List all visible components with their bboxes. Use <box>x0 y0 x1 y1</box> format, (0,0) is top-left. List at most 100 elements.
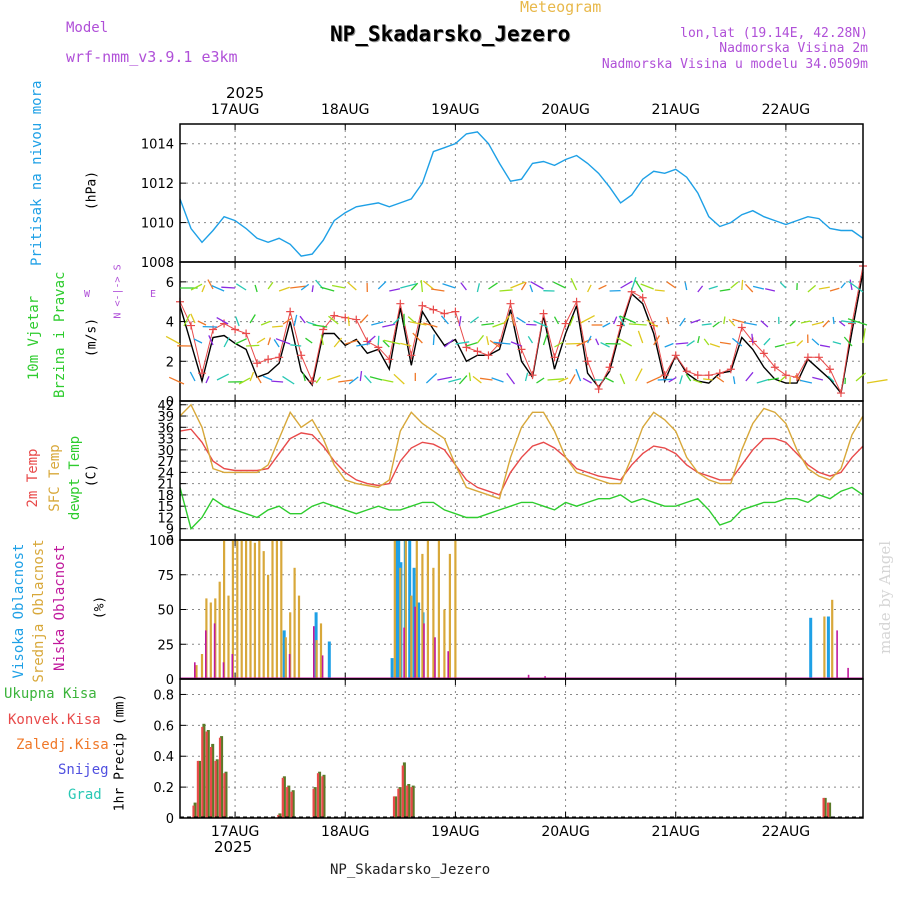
date-label-bottom-4: 21AUG <box>651 824 700 840</box>
cloud-ytick-label-2: 50 <box>157 604 174 619</box>
wind-vector-220 <box>524 372 529 382</box>
temp-ytick-label-1: 9 <box>166 523 174 538</box>
wind-vector-79 <box>359 314 369 324</box>
wind-vector-122 <box>832 316 835 325</box>
wind-vector-208 <box>382 379 394 383</box>
precip-bar-1-11 <box>290 791 293 818</box>
cloud-bar-0-13 <box>809 617 813 679</box>
pressure-ytick-label-2: 1012 <box>141 177 174 192</box>
precip-bar-0-21 <box>828 802 832 818</box>
wind-vector-89 <box>470 316 479 324</box>
wind-vector-20 <box>400 283 417 289</box>
cloud-bar-2-2 <box>213 623 216 679</box>
wind-gust-marker-37 <box>583 357 592 366</box>
wind-vector-21 <box>410 282 419 291</box>
wind-vector-147 <box>400 342 412 347</box>
wind-gust-marker-26 <box>462 343 471 352</box>
wind-vector-137 <box>290 344 302 347</box>
temp-ytick-label-9: 33 <box>157 433 174 448</box>
wind-vector-159 <box>542 333 548 346</box>
precip-bar-0-11 <box>291 790 295 818</box>
wind-vector-172 <box>686 340 695 347</box>
wind-vector-188 <box>862 328 866 344</box>
wind-vector-219 <box>506 372 516 385</box>
wind-vector-205 <box>359 371 363 382</box>
wind-vector-11 <box>300 283 310 291</box>
precip-bar-1-17 <box>401 765 404 818</box>
precip-legend-hail: Grad <box>68 787 102 803</box>
wind-vector-93 <box>510 314 516 327</box>
wind-vector-237 <box>703 378 713 381</box>
wind-vector-77 <box>328 315 339 325</box>
wind-gust-marker-45 <box>671 351 680 360</box>
cloud-bar-1-9 <box>236 540 239 679</box>
pressure-ytick-label-0: 1008 <box>141 256 174 271</box>
model-name: wrf-nmm_v3.9.1 e3km <box>66 48 238 66</box>
wind-vector-71 <box>272 325 283 328</box>
wind-vector-92 <box>502 315 510 325</box>
precip-bar-1-20 <box>822 797 825 818</box>
wind-gust-marker-1 <box>187 321 196 330</box>
precip-legend-total: Ukupna Kisa <box>4 686 97 702</box>
pressure-frame <box>179 123 864 263</box>
wind-ytick-label-3: 6 <box>166 276 174 291</box>
wind-vector-165 <box>600 342 610 348</box>
wind-gust-marker-16 <box>352 315 361 324</box>
wind-gust-marker-33 <box>539 309 548 318</box>
wind-vector-203 <box>338 379 353 383</box>
wind-vector-167 <box>616 337 633 347</box>
cloud-bar-1-36 <box>448 553 451 679</box>
wind-vector-90 <box>481 322 494 326</box>
wind-vector-43 <box>640 283 654 290</box>
wind-vector-179 <box>763 337 771 346</box>
wind-vector-149 <box>432 334 435 346</box>
wind-series-1 <box>179 265 864 395</box>
cloud-bar-1-15 <box>262 551 265 679</box>
wind-vector-86 <box>423 322 438 328</box>
wind-vector-108 <box>679 317 686 327</box>
wind-vector-173 <box>697 335 700 344</box>
wind-gust-marker-50 <box>726 365 735 374</box>
cloud-bar-1-1 <box>200 654 204 679</box>
cloud-bar-0-14 <box>826 616 830 679</box>
wind-vector-190 <box>189 371 196 382</box>
wind-vector-130 <box>223 337 230 348</box>
cloud-bar-1-6 <box>223 540 226 679</box>
wind-gust-marker-23 <box>429 305 438 314</box>
wind-vector-84 <box>407 316 416 324</box>
precip-bar-1-1 <box>196 760 199 818</box>
wind-vector-70 <box>260 320 271 326</box>
wind-vector-31 <box>520 281 527 291</box>
cloud-bar-0-9 <box>408 540 412 679</box>
wind-vector-164 <box>595 338 600 346</box>
wind-gust-marker-49 <box>715 369 724 378</box>
wind-gust-marker-28 <box>484 351 493 360</box>
elevation-label: Nadmorska Visina 2m <box>719 41 868 56</box>
temp-ytick-label-2: 12 <box>157 511 174 526</box>
precip-bar-1-19 <box>410 787 413 818</box>
wind-series-0 <box>179 271 864 395</box>
cloud-bar-1-21 <box>289 612 292 679</box>
cloud-bar-1-33 <box>432 567 435 679</box>
wind-vector-57 <box>807 284 817 293</box>
wind-vector-63 <box>183 314 191 327</box>
precip-bar-0-3 <box>206 730 210 818</box>
precip-bar-0-10 <box>287 785 291 818</box>
wind-vector-235 <box>685 373 692 382</box>
wind-vector-2 <box>201 285 206 293</box>
wind-vector-9 <box>278 286 290 292</box>
wind-vector-232 <box>657 378 673 381</box>
wind-vector-80 <box>371 321 384 326</box>
cloud-bar-1-5 <box>218 581 221 679</box>
wind-vector-91 <box>492 322 504 328</box>
wind-vector-247 <box>812 376 824 381</box>
wind-gust-marker-31 <box>517 345 526 354</box>
wind-vector-160 <box>554 341 564 348</box>
cloud-bar-2-11 <box>434 637 436 679</box>
cloud-bar-1-34 <box>437 540 440 679</box>
date-label-bottom-2: 19AUG <box>431 824 480 840</box>
wind-vector-215 <box>468 372 472 382</box>
wind-vector-174 <box>703 338 710 346</box>
cloud-bar-2-3 <box>222 662 225 679</box>
precip-frame <box>179 678 864 819</box>
